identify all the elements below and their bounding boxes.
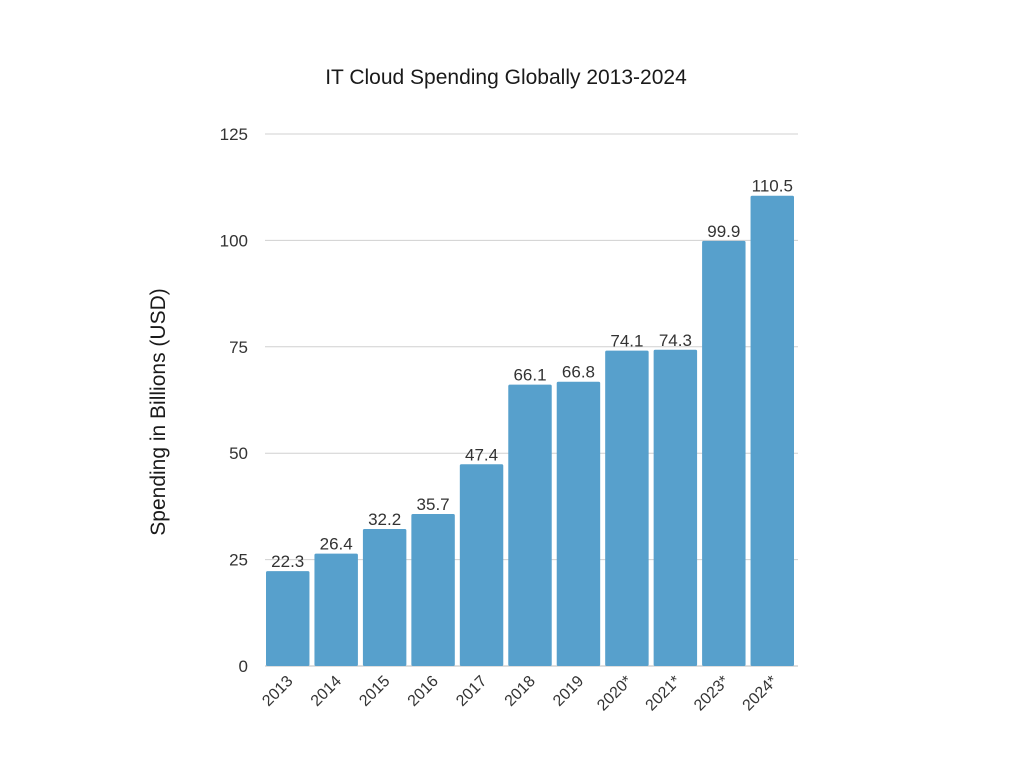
data-label: 22.3	[271, 552, 304, 571]
bar-2024*	[750, 195, 794, 666]
y-tick-label: 100	[220, 231, 248, 250]
x-tick-label: 2013	[259, 673, 296, 710]
data-label: 66.1	[513, 366, 546, 385]
data-labels: 22.3 26.4 32.2 35.7 47.4 66.1 66.8 74.1 74.3 99.9…	[271, 177, 793, 571]
y-tick-label: 25	[229, 551, 248, 570]
data-label: 99.9	[707, 222, 740, 241]
bar-2020*	[605, 350, 649, 666]
bar-2013	[266, 571, 310, 666]
y-tick-label: 125	[220, 125, 248, 144]
bar-2016	[411, 514, 455, 666]
y-axis-ticks: 0 25 50 75 100 125	[220, 125, 248, 676]
data-label: 110.5	[752, 177, 793, 196]
bar-2023*	[702, 240, 746, 666]
data-label: 32.2	[368, 510, 401, 529]
bars	[266, 195, 794, 666]
x-tick-label: 2017	[453, 673, 490, 710]
x-tick-label: 2021*	[643, 673, 685, 715]
x-tick-label: 2024*	[740, 673, 782, 715]
x-tick-label: 2023*	[691, 673, 733, 715]
data-label: 66.8	[562, 363, 595, 382]
data-label: 26.4	[320, 535, 353, 554]
chart-title: IT Cloud Spending Globally 2013-2024	[325, 66, 687, 89]
data-label: 74.1	[610, 332, 643, 351]
x-tick-label: 2014	[308, 673, 345, 710]
bar-2021*	[653, 349, 698, 666]
bar-2017	[459, 464, 504, 666]
y-tick-label: 50	[229, 444, 248, 463]
data-label: 47.4	[465, 445, 498, 464]
y-axis-label: Spending in Billions (USD)	[147, 288, 170, 535]
x-tick-label: 2020*	[594, 673, 636, 715]
x-tick-label: 2015	[356, 673, 393, 710]
data-label: 74.3	[659, 331, 692, 350]
bar-2015	[362, 528, 407, 666]
y-tick-label: 75	[229, 338, 248, 357]
bar-2014	[314, 553, 358, 666]
data-label: 35.7	[417, 495, 450, 514]
x-axis-ticks: 2013 2014 2015 2016 2017 2018 2019 2020* 2021* 20…	[259, 673, 781, 715]
y-tick-label: 0	[239, 657, 248, 676]
bar-2018	[508, 384, 552, 666]
x-tick-label: 2016	[405, 673, 442, 710]
x-tick-label: 2018	[502, 673, 539, 710]
bar-2019	[556, 381, 601, 666]
x-tick-label: 2019	[550, 673, 587, 710]
